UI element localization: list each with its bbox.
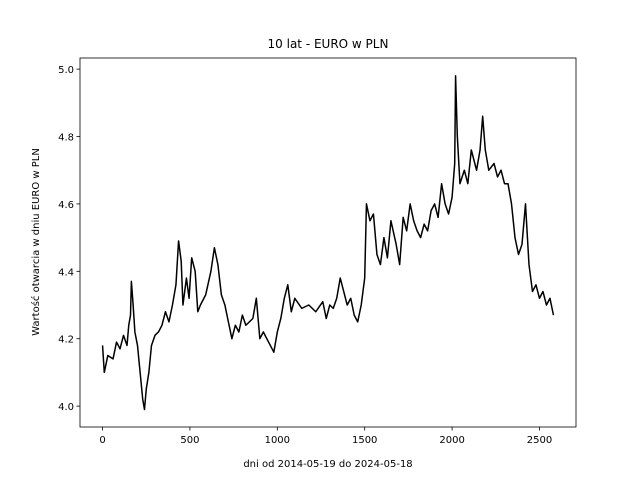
x-tick-label: 2000	[439, 435, 464, 446]
y-tick-label: 4.8	[58, 133, 74, 144]
x-tick-label: 1000	[265, 435, 290, 446]
axes-frame	[79, 57, 577, 428]
data-line	[101, 75, 555, 411]
x-axis-label: dni od 2014-05-19 do 2024-05-18	[243, 459, 412, 470]
x-tick-label: 500	[180, 435, 199, 446]
y-tick-label: 5.0	[58, 65, 74, 76]
y-tick-label: 4.6	[58, 200, 74, 211]
x-tick-label: 1500	[352, 435, 377, 446]
x-tick-label: 0	[99, 435, 105, 446]
x-tick-label: 2500	[527, 435, 552, 446]
y-tick-label: 4.0	[58, 402, 74, 413]
y-axis-label: Wartość otwarcia w dniu EURO w PLN	[30, 148, 42, 336]
y-tick-label: 4.4	[58, 267, 74, 278]
chart-title: 10 lat - EURO w PLN	[268, 37, 389, 51]
y-tick-label: 4.2	[58, 335, 74, 346]
